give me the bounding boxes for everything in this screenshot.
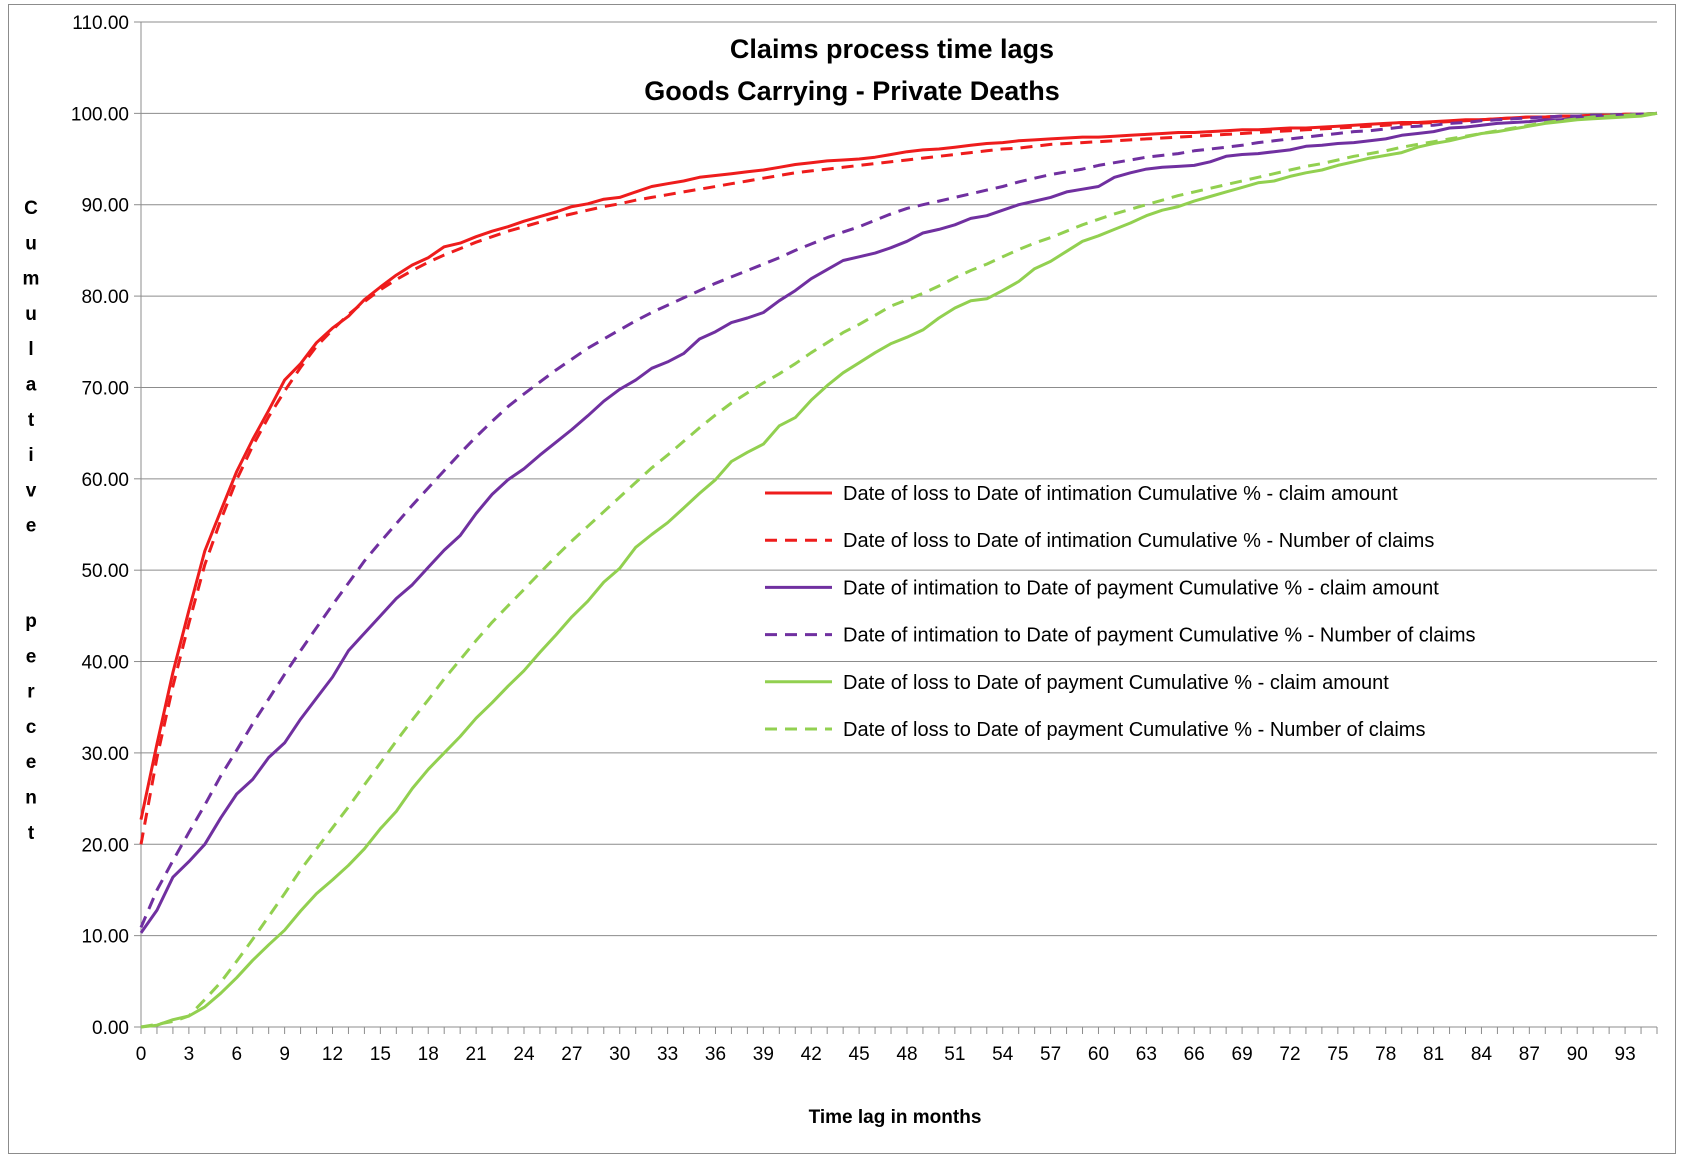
y-tick-label: 20.00 xyxy=(81,835,129,856)
y-axis-title-letter: p xyxy=(25,611,37,632)
x-tick-label: 81 xyxy=(1423,1044,1444,1065)
y-axis-title-letter: e xyxy=(26,646,37,667)
x-tick-label: 6 xyxy=(231,1044,242,1065)
x-tick-label: 36 xyxy=(705,1044,726,1065)
y-axis-title-letter: v xyxy=(26,480,37,501)
y-tick-label: 70.00 xyxy=(81,378,129,399)
x-tick-label: 69 xyxy=(1232,1044,1253,1065)
x-tick-label: 39 xyxy=(753,1044,774,1065)
x-tick-label: 90 xyxy=(1567,1044,1588,1065)
legend-label: Date of loss to Date of payment Cumulati… xyxy=(843,672,1389,694)
x-tick-label: 51 xyxy=(944,1044,965,1065)
x-tick-label: 63 xyxy=(1136,1044,1157,1065)
x-tick-label: 57 xyxy=(1040,1044,1061,1065)
y-axis-title-letter: C xyxy=(24,198,38,219)
x-tick-label: 21 xyxy=(466,1044,487,1065)
axes: 0.00 10.00 20.00 30.00 40.00 50.00 60.00 70.00 8… xyxy=(71,13,1658,1065)
y-axis-title-letter: m xyxy=(23,269,40,290)
x-tick-label: 24 xyxy=(513,1044,535,1065)
x-tick-label: 12 xyxy=(322,1044,343,1065)
y-tick-label: 110.00 xyxy=(72,13,129,34)
y-axis-title-letter: u xyxy=(25,304,37,325)
y-tick-label: 50.00 xyxy=(81,561,129,582)
x-tick-label: 0 xyxy=(136,1044,147,1065)
legend: Date of loss to Date of intimation Cumul… xyxy=(765,483,1475,741)
series-line-1 xyxy=(139,111,1658,845)
gridlines xyxy=(141,21,1657,1028)
legend-label: Date of loss to Date of payment Cumulati… xyxy=(843,719,1425,741)
x-tick-label: 15 xyxy=(370,1044,391,1065)
y-axis-title-letter: r xyxy=(27,682,35,703)
x-tick-label: 27 xyxy=(561,1044,582,1065)
y-axis-title-letter: n xyxy=(25,788,37,809)
x-tick-label: 54 xyxy=(992,1044,1014,1065)
x-tick-label: 30 xyxy=(609,1044,630,1065)
y-tick-label: 0.00 xyxy=(92,1018,129,1039)
x-tick-label: 18 xyxy=(418,1044,439,1065)
x-tick-label: 84 xyxy=(1471,1044,1493,1065)
x-tick-label: 78 xyxy=(1375,1044,1396,1065)
y-axis-title-letter: e xyxy=(26,752,37,773)
x-tick-label: 42 xyxy=(801,1044,822,1065)
legend-label: Date of intimation to Date of payment Cu… xyxy=(843,577,1439,599)
y-tick-label: 10.00 xyxy=(81,927,129,948)
y-axis-title-letter: t xyxy=(28,823,35,844)
legend-label: Date of intimation to Date of payment Cu… xyxy=(843,625,1475,647)
y-tick-label: 30.00 xyxy=(81,744,129,765)
x-tick-label: 75 xyxy=(1327,1044,1348,1065)
series-line-0 xyxy=(139,111,1658,820)
x-axis-title: Time lag in months xyxy=(809,1107,982,1128)
legend-label: Date of loss to Date of intimation Cumul… xyxy=(843,483,1398,505)
series-line-5 xyxy=(140,111,1658,1029)
x-tick-label: 93 xyxy=(1615,1044,1636,1065)
y-axis-title-letter: l xyxy=(28,339,33,360)
y-tick-label: 100.00 xyxy=(71,104,129,125)
x-tick-label: 87 xyxy=(1519,1044,1540,1065)
x-tick-label: 60 xyxy=(1088,1044,1109,1065)
x-tick-label: 66 xyxy=(1184,1044,1205,1065)
y-axis-title-letter: t xyxy=(28,410,35,431)
series-lines xyxy=(139,111,1658,1029)
y-tick-label: 60.00 xyxy=(81,470,129,491)
x-tick-label: 45 xyxy=(849,1044,870,1065)
y-tick-label: 40.00 xyxy=(81,653,129,674)
chart-frame xyxy=(8,4,1676,1154)
y-axis-title-letter: u xyxy=(25,233,37,254)
x-tick-label: 72 xyxy=(1279,1044,1300,1065)
x-tick-label: 48 xyxy=(896,1044,917,1065)
y-axis-title-letter: c xyxy=(26,717,37,738)
series-line-2 xyxy=(139,111,1658,934)
y-tick-label: 80.00 xyxy=(81,287,129,308)
series-line-4 xyxy=(140,111,1658,1029)
x-tick-label: 3 xyxy=(184,1044,195,1065)
chart-subtitle: Goods Carrying - Private Deaths xyxy=(644,76,1060,106)
series-line-3 xyxy=(139,111,1658,928)
legend-label: Date of loss to Date of intimation Cumul… xyxy=(843,530,1434,552)
y-axis-title-letter: e xyxy=(26,516,37,537)
chart-title: Claims process time lags xyxy=(730,34,1054,64)
y-axis-title-letter: a xyxy=(26,375,37,396)
y-axis-title-letter: i xyxy=(28,445,33,466)
x-tick-label: 9 xyxy=(279,1044,290,1065)
y-tick-label: 90.00 xyxy=(81,196,129,217)
x-tick-label: 33 xyxy=(657,1044,678,1065)
